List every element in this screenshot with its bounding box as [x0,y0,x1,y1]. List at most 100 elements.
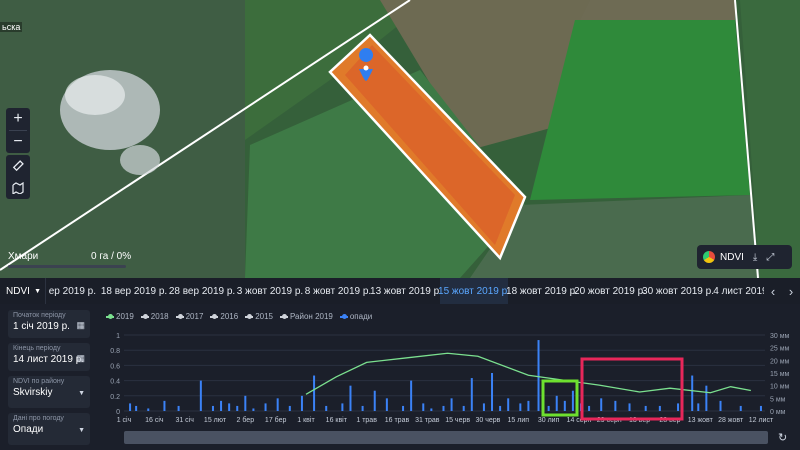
ruler-button[interactable] [6,155,30,177]
x-tick-label: 15 лип [508,417,530,424]
expand-icon[interactable]: ⤢ [766,251,775,263]
precipitation-bar [147,408,150,411]
precipitation-bar [402,405,405,411]
clouds-label: Хмари [8,251,39,262]
legend-item[interactable]: опади [339,312,373,321]
start-date-value: 1 січ 2019 р. [13,321,70,332]
map-layers-button[interactable] [6,177,30,199]
precipitation-bar [658,405,661,411]
x-tick-label: 17 бер [265,416,287,424]
map-place-label: ьска [0,22,23,32]
start-date-field[interactable]: Початок періоду 1 січ 2019 р. ▦ [8,310,90,338]
date-item[interactable]: 4 лист 2019 р. [713,285,764,297]
date-item[interactable]: 18 жовт 2019 р. [506,285,578,297]
x-tick-label: 30 лип [538,417,560,424]
legend-item[interactable]: 2018 [140,312,169,321]
legend-item[interactable]: 2019 [106,312,134,321]
precipitation-bar [361,405,364,411]
precipitation-bar [252,408,255,411]
precipitation-bar [563,400,566,411]
date-item[interactable]: 28 вер 2019 р. [168,285,236,297]
date-item[interactable]: 8 жовт 2019 р. [304,285,372,297]
precipitation-bar [244,395,247,411]
zoom-out-button[interactable]: − [13,133,23,150]
legend-marker [339,313,348,319]
x-tick-label: 15 лют [204,417,227,424]
x-tick-label: 13 жовт [688,417,714,424]
legend-item[interactable]: 2015 [245,312,273,321]
legend-label: 2016 [220,312,239,321]
precipitation-bar [410,380,413,411]
date-item[interactable]: 18 вер 2019 р. [100,285,168,297]
ndvi-layer-panel: NDVI ⤓ ⤢ [697,245,792,269]
chevron-down-icon: ▼ [78,427,85,434]
precipitation-bar [373,390,376,411]
precipitation-bar [482,403,485,411]
ndvi-palette-icon [703,251,715,263]
chart-settings: Початок періоду 1 січ 2019 р. ▦ Кінець п… [8,310,90,450]
legend-label: 2018 [150,312,169,321]
legend-label: опади [349,312,373,321]
legend-label: 2019 [116,312,134,321]
precipitation-bar [163,400,166,411]
chevron-down-icon: ▼ [34,287,41,295]
download-icon[interactable]: ⤓ [752,251,758,263]
date-item[interactable]: ер 2019 р. [48,285,96,297]
precipitation-bar [507,398,510,411]
x-tick-label: 16 трав [385,417,410,424]
calendar-icon: ▦ [76,353,85,363]
end-date-field[interactable]: Кінець періоду 14 лист 2019 р. ▦ [8,343,90,371]
legend-item[interactable]: 2017 [175,312,204,321]
y-left-tick-label: 0.8 [110,348,120,355]
precipitation-bar [442,405,445,411]
precipitation-bar [300,395,303,411]
legend-marker [210,313,219,319]
y-right-tick-label: 0 мм [770,409,786,416]
highlight-box-red [580,357,684,421]
precipitation-bar [264,403,267,411]
zoom-in-button[interactable]: + [13,110,23,127]
precipitation-bar [385,398,388,411]
precipitation-bar [759,405,762,411]
date-item[interactable]: 3 жовт 2019 р. [236,285,304,297]
precipitation-bar [177,405,180,411]
precipitation-bar [129,403,132,411]
x-tick-label: 31 січ [175,416,194,424]
x-tick-label: 2 бер [237,416,255,424]
reset-icon[interactable]: ↻ [778,432,788,444]
district-label: NDVI по району [13,378,65,385]
date-item[interactable]: 13 жовт 2019 р. [370,285,442,297]
district-select[interactable]: NDVI по району Skvirskiy ▼ [8,376,90,408]
legend-label: Район 2019 [289,312,333,321]
legend-label: 2017 [185,312,204,321]
weather-select[interactable]: Дані про погоду Опади ▼ [8,413,90,445]
image-date-bar: NDVI ▼ ер 2019 р. 18 вер 2019 р. 28 вер … [0,278,800,304]
date-item-active[interactable]: 15 жовт 2019 р. [438,278,510,304]
clouds-value: 0 га / 0% [91,251,132,262]
satellite-map[interactable]: ьска + − Хмари 0 га / 0% NDVI ⤓ ⤢ [0,0,800,278]
legend-item[interactable]: Район 2019 [279,312,333,321]
y-left-tick-label: 1 [116,333,120,340]
date-nav: ‹ › [764,284,800,299]
ndvi-layer-label: NDVI [720,251,744,263]
y-left-tick-label: 0.2 [110,394,120,401]
index-select[interactable]: NDVI ▼ [0,278,46,304]
chevron-right-icon[interactable]: › [788,283,794,299]
end-date-label: Кінець періоду [13,345,61,352]
highlight-box-green [541,379,579,417]
precipitation-bar [313,375,316,411]
chart-range-scrollbar[interactable] [124,431,768,444]
precipitation-bar [228,403,231,411]
map-imagery [0,0,800,278]
date-item[interactable]: 20 жовт 2019 р. [574,285,646,297]
x-tick-label: 31 трав [415,417,440,424]
index-select-label: NDVI [6,285,30,297]
y-right-tick-label: 20 мм [770,358,790,365]
date-item[interactable]: 30 жовт 2019 р. [642,285,714,297]
district-value: Skvirskiy [13,387,53,398]
precipitation-bar [341,403,344,411]
chevron-left-icon[interactable]: ‹ [770,283,776,299]
legend-item[interactable]: 2016 [210,312,238,321]
zoom-controls: + − [6,108,30,153]
